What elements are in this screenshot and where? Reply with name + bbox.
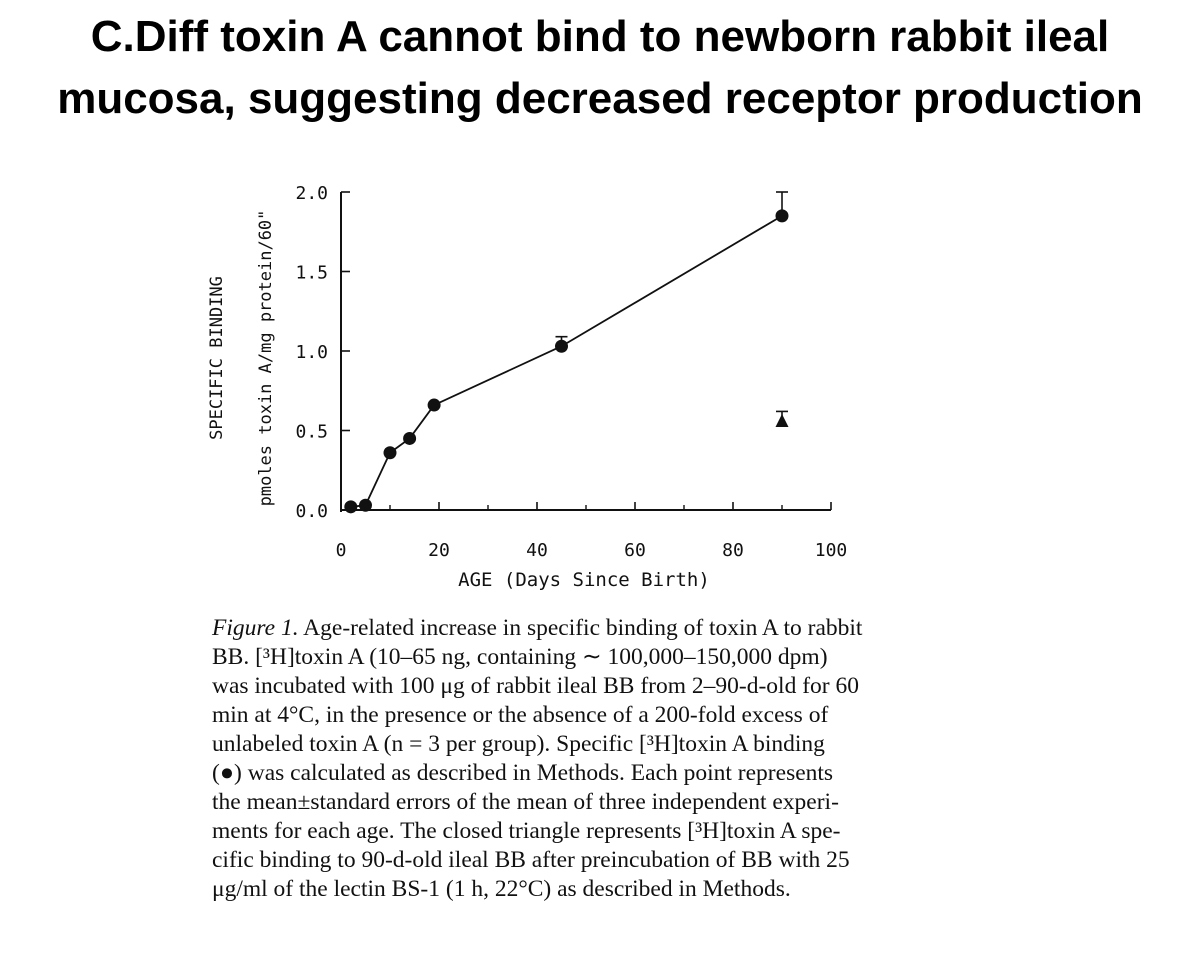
data-point xyxy=(359,498,372,512)
data-point-triangle xyxy=(775,413,789,427)
data-point xyxy=(427,398,441,412)
y-tick-label: 2.0 xyxy=(295,183,328,204)
figure-caption: Figure 1. Age-related increase in specif… xyxy=(212,614,1032,904)
caption-line: (●) was calculated as described in Metho… xyxy=(212,760,834,786)
data-point xyxy=(403,431,417,445)
chart-marks xyxy=(344,191,789,514)
caption-line: cific binding to 90-d-old ileal BB after… xyxy=(212,847,850,873)
x-tick-label: 20 xyxy=(428,540,450,561)
x-tick-label: 80 xyxy=(722,540,744,561)
data-point xyxy=(555,339,568,353)
data-point xyxy=(775,209,789,223)
series-line xyxy=(350,215,783,508)
caption-line: BB. [³H]toxin A (10–65 ng, containing ∼ … xyxy=(212,644,828,670)
caption-line: unlabeled toxin A (n = 3 per group). Spe… xyxy=(212,731,825,757)
y-axis-units: pmoles toxin A/mg protein/60" xyxy=(256,210,276,507)
y-axis-title: SPECIFIC BINDING xyxy=(207,276,227,440)
caption-line: ments for each age. The closed triangle … xyxy=(212,818,841,844)
x-tick-label: 60 xyxy=(624,540,646,561)
caption-line: min at 4°C, in the presence or the absen… xyxy=(212,702,829,728)
slide-title: C.Diff toxin A cannot bind to newborn ra… xyxy=(0,6,1200,130)
data-point xyxy=(344,500,358,514)
chart-axes xyxy=(340,192,831,512)
caption-line-1: Figure 1. Age-related increase in specif… xyxy=(212,614,1032,643)
x-tick-label: 40 xyxy=(526,540,548,561)
data-point xyxy=(383,446,397,460)
x-axis-title: AGE (Days Since Birth) xyxy=(458,569,710,591)
y-tick-label: 0.0 xyxy=(295,501,328,522)
x-tick-label: 100 xyxy=(815,540,848,561)
y-tick-label: 1.0 xyxy=(295,342,328,363)
slide-title-line-2: mucosa, suggesting decreased receptor pr… xyxy=(57,74,1143,123)
caption-line-1-text: Age-related increase in specific binding… xyxy=(298,615,863,641)
y-tick-label: 1.5 xyxy=(295,263,328,284)
chart-ticks: 0 20 40 60 80 100 0.0 0.5 1.0 1.5 2.0 xyxy=(295,183,847,561)
y-tick-label: 0.5 xyxy=(295,422,328,443)
figure-label: Figure 1. xyxy=(212,615,299,641)
slide-title-line-1: C.Diff toxin A cannot bind to newborn ra… xyxy=(90,12,1110,61)
caption-line: was incubated with 100 μg of rabbit ilea… xyxy=(212,673,859,699)
caption-line: the mean±standard errors of the mean of … xyxy=(212,789,839,815)
caption-line: μg/ml of the lectin BS-1 (1 h, 22°C) as … xyxy=(212,876,791,902)
x-tick-label: 0 xyxy=(336,540,347,561)
